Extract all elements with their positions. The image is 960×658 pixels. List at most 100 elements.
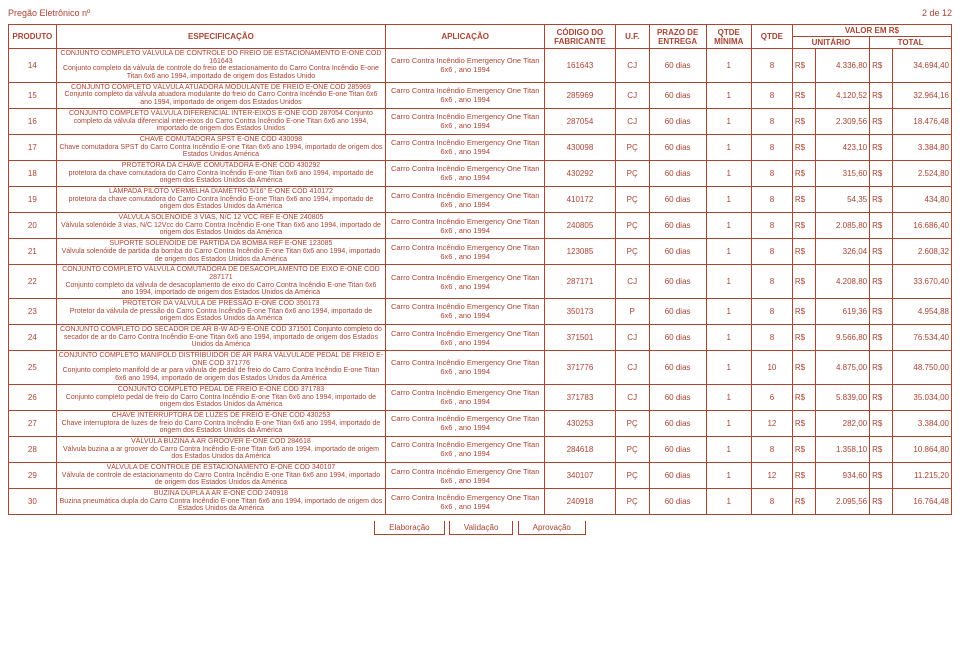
cell-aplic: Carro Contra Incêndio Emergency One Tita… [386,410,545,436]
cell-total: 34.694,40 [892,49,951,83]
cell-qmin: 1 [706,351,751,385]
cell-rs-unit: R$ [792,410,815,436]
cell-unit: 1.358,10 [815,436,870,462]
cell-codigo: 123085 [545,239,615,265]
cell-aplic: Carro Contra Incêndio Emergency One Tita… [386,160,545,186]
cell-prazo: 60 dias [649,108,706,134]
cell-uf: PÇ [615,463,649,489]
cell-prazo: 60 dias [649,298,706,324]
cell-total: 16.764,48 [892,489,951,515]
table-row: 23PROTETOR DA VÁLVULA DE PRESSÃO E-ONE C… [9,298,952,324]
cell-uf: CJ [615,265,649,299]
cell-codigo: 161643 [545,49,615,83]
cell-qtde: 12 [751,463,792,489]
cell-spec: PROTETOR DA VÁLVULA DE PRESSÃO E-ONE COD… [56,298,385,324]
cell-aplic: Carro Contra Incêndio Emergency One Tita… [386,134,545,160]
cell-spec: SUPORTE SOLENÓIDE DE PARTIDA DA BOMBA RE… [56,239,385,265]
cell-uf: CJ [615,351,649,385]
cell-rs-total: R$ [870,49,893,83]
table-row: 20VÁLVULA SOLENÓIDE 3 VIAS, N/C 12 VCC R… [9,213,952,239]
cell-aplic: Carro Contra Incêndio Emergency One Tita… [386,187,545,213]
cell-qtde: 10 [751,351,792,385]
cell-rs-unit: R$ [792,213,815,239]
cell-unit: 315,60 [815,160,870,186]
cell-qmin: 1 [706,298,751,324]
cell-rs-unit: R$ [792,351,815,385]
th-valor: VALOR EM R$ [792,25,951,37]
cell-qtde: 8 [751,108,792,134]
cell-spec: CONJUNTO COMPLETO VÁLVULA COMUTADORA DE … [56,265,385,299]
cell-spec: CONJUNTO COMPLETO VÁLVULA DE CONTROLE DO… [56,49,385,83]
cell-codigo: 287054 [545,108,615,134]
cell-prazo: 60 dias [649,265,706,299]
cell-qtde: 8 [751,213,792,239]
table-body: 14CONJUNTO COMPLETO VÁLVULA DE CONTROLE … [9,49,952,515]
th-qtde: QTDE [751,25,792,49]
cell-codigo: 240805 [545,213,615,239]
cell-unit: 282,00 [815,410,870,436]
cell-prazo: 60 dias [649,489,706,515]
cell-uf: P [615,298,649,324]
cell-qtde: 8 [751,239,792,265]
cell-spec: PROTETORA DA CHAVE COMUTADORA E-ONE COD … [56,160,385,186]
cell-uf: CJ [615,82,649,108]
cell-spec: CONJUNTO COMPLETO PEDAL DE FREIO E-ONE C… [56,384,385,410]
cell-prazo: 60 dias [649,463,706,489]
cell-total: 11.215,20 [892,463,951,489]
cell-prazo: 60 dias [649,384,706,410]
cell-rs-unit: R$ [792,134,815,160]
cell-total: 76.534,40 [892,325,951,351]
cell-aplic: Carro Contra Incêndio Emergency One Tita… [386,463,545,489]
cell-rs-total: R$ [870,298,893,324]
cell-codigo: 285969 [545,82,615,108]
cell-codigo: 350173 [545,298,615,324]
cell-total: 32.964,16 [892,82,951,108]
cell-spec: CONJUNTO COMPLETO VÁLVULA ATUADORA MODUL… [56,82,385,108]
cell-qmin: 1 [706,187,751,213]
cell-spec: CHAVE INTERRUPTORA DE LUZES DE FREIO E-O… [56,410,385,436]
footer-boxes: Elaboração Validação Aprovação [8,521,952,535]
cell-rs-total: R$ [870,134,893,160]
cell-rs-total: R$ [870,384,893,410]
cell-prazo: 60 dias [649,351,706,385]
table-row: 19LÂMPADA PILOTO VERMELHA DIAMETRO 5/16"… [9,187,952,213]
cell-total: 4.954,88 [892,298,951,324]
th-unit: UNITÁRIO [792,37,869,49]
cell-rs-total: R$ [870,239,893,265]
cell-spec: VÁLVULA SOLENÓIDE 3 VIAS, N/C 12 VCC REF… [56,213,385,239]
cell-aplic: Carro Contra Incêndio Emergency One Tita… [386,265,545,299]
cell-rs-total: R$ [870,265,893,299]
cell-qmin: 1 [706,82,751,108]
cell-total: 10.864,80 [892,436,951,462]
th-qmin: QTDE MÍNIMA [706,25,751,49]
cell-spec: CONJUNTO COMPLETO VÁLVULA DIFERENCIAL IN… [56,108,385,134]
cell-rs-unit: R$ [792,239,815,265]
cell-rs-unit: R$ [792,265,815,299]
cell-codigo: 430292 [545,160,615,186]
cell-unit: 4.120,52 [815,82,870,108]
cell-uf: PÇ [615,489,649,515]
cell-uf: PÇ [615,239,649,265]
cell-qmin: 1 [706,108,751,134]
table-row: 16CONJUNTO COMPLETO VÁLVULA DIFERENCIAL … [9,108,952,134]
cell-rs-total: R$ [870,187,893,213]
cell-qmin: 1 [706,239,751,265]
cell-uf: PÇ [615,213,649,239]
cell-produto: 24 [9,325,57,351]
table-row: 24CONJUNTO COMPLETO DO SECADOR DE AR B-W… [9,325,952,351]
cell-rs-total: R$ [870,108,893,134]
cell-total: 16.686,40 [892,213,951,239]
cell-qmin: 1 [706,463,751,489]
cell-prazo: 60 dias [649,410,706,436]
cell-prazo: 60 dias [649,213,706,239]
cell-codigo: 430253 [545,410,615,436]
cell-rs-unit: R$ [792,384,815,410]
cell-aplic: Carro Contra Incêndio Emergency One Tita… [386,325,545,351]
cell-uf: CJ [615,49,649,83]
table-row: 28VÁLVULA BUZINA A AR GROOVER E-ONE COD … [9,436,952,462]
cell-unit: 2.309,56 [815,108,870,134]
cell-rs-total: R$ [870,410,893,436]
cell-qtde: 8 [751,134,792,160]
cell-unit: 5.839,00 [815,384,870,410]
cell-prazo: 60 dias [649,187,706,213]
